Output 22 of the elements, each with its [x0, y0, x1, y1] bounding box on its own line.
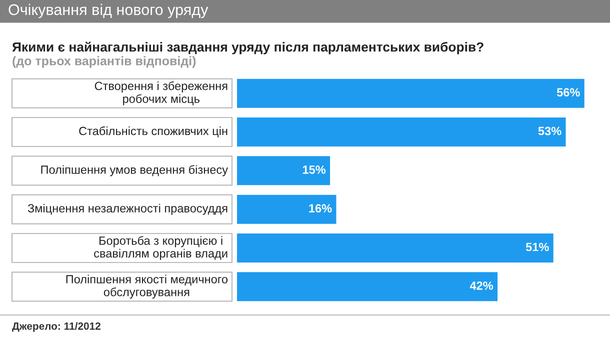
y-tick-label: Стабільність споживчих цін	[79, 126, 228, 138]
y-tick-label: Зміцнення незалежності правосуддя	[28, 204, 228, 215]
data-label: 51%	[526, 242, 549, 252]
chart-subtitle: Якими є найнагальніші завдання уряду після парламентських виборів?	[12, 42, 484, 54]
y-tick-label: Створення і збереження робочих місць	[94, 81, 228, 106]
text: (до трьох варіантів відповіді)	[12, 56, 196, 68]
text: Очікування від нового уряду	[8, 4, 208, 18]
data-label: 56%	[556, 88, 580, 96]
y-tick-label: Поліпшення умов ведення бізнесу	[41, 165, 228, 176]
bar	[237, 194, 336, 224]
bar	[237, 78, 584, 108]
data-label: 15%	[302, 166, 326, 174]
bar	[237, 272, 498, 302]
y-tick-label: Боротьба з корупцією і свавіллям органів влади	[94, 236, 228, 260]
y-tick-label: Поліпшення якості медичного обслуговування	[66, 274, 228, 299]
bar	[237, 156, 330, 186]
bar	[237, 118, 566, 146]
text: Джерело: 11/2012	[12, 322, 100, 332]
data-label: 53%	[538, 126, 562, 136]
data-label: 42%	[470, 281, 494, 290]
data-label: 16%	[309, 204, 332, 212]
bar	[237, 234, 554, 262]
